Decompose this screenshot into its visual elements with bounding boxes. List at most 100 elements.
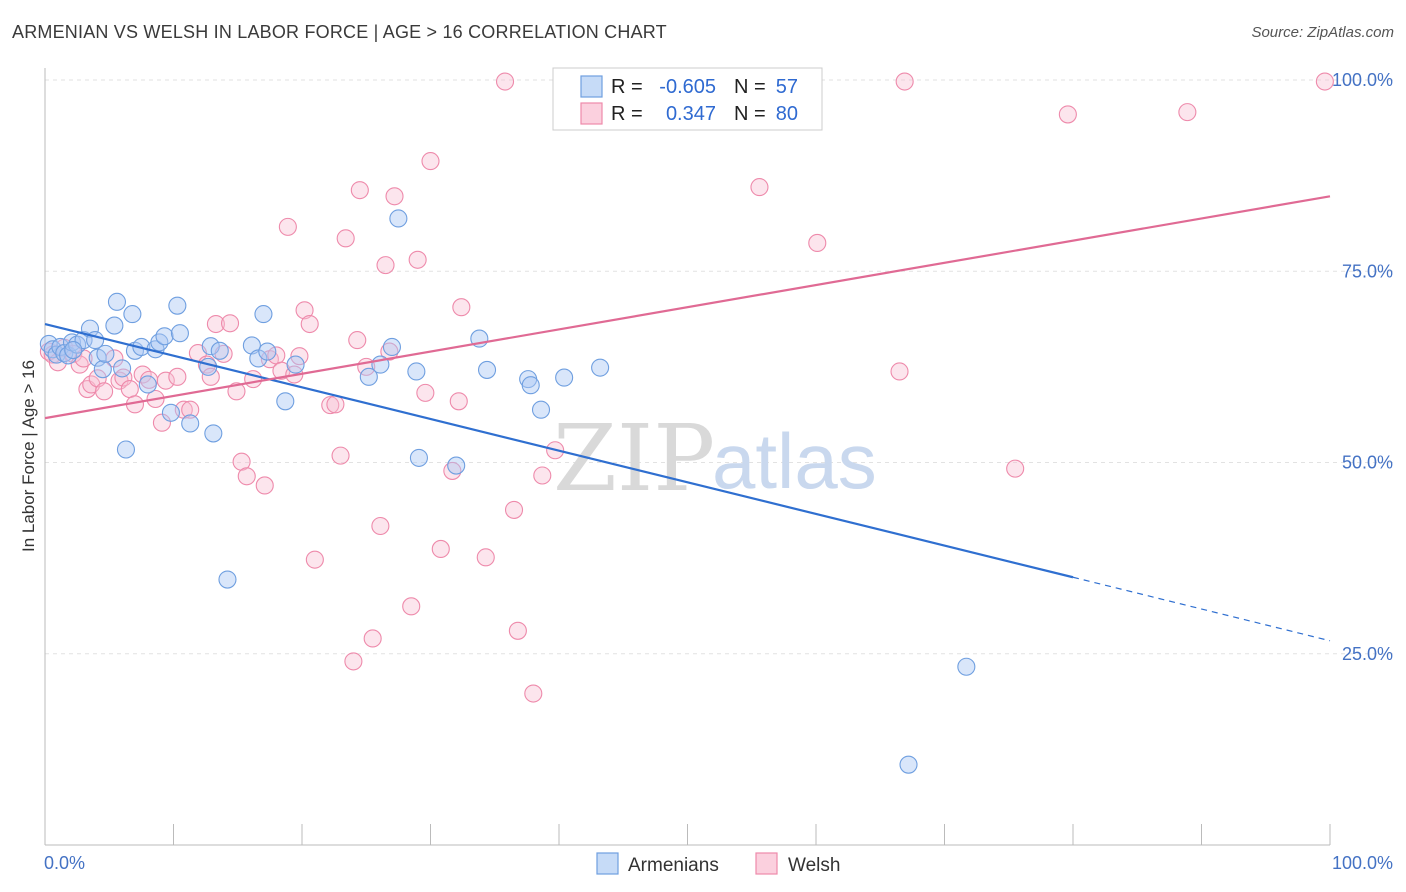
armenian-point-14 xyxy=(105,316,124,335)
welsh-n-label: N = xyxy=(734,103,766,125)
armenian-point-9 xyxy=(80,319,100,338)
y-tick-labels: 25.0% 50.0% 75.0% 100.0% xyxy=(1332,70,1393,664)
armenian-point-29 xyxy=(199,357,218,376)
armenian-point-30 xyxy=(201,337,220,356)
chart-source: Source: ZipAtlas.com xyxy=(1251,24,1394,41)
armenian-point-55 xyxy=(957,657,976,676)
welsh-point-47 xyxy=(336,229,355,248)
welsh-point-63 xyxy=(452,298,471,317)
welsh-point-13 xyxy=(114,368,133,387)
welsh-point-79 xyxy=(1178,103,1197,122)
armenians-series-swatch xyxy=(596,852,619,875)
welsh-point-71 xyxy=(495,72,515,91)
armenian-point-46 xyxy=(447,456,466,475)
welsh-series-swatch xyxy=(755,852,778,875)
welsh-series-label: Welsh xyxy=(788,855,840,876)
grid-lines xyxy=(45,79,1393,655)
armenian-point-17 xyxy=(116,440,136,459)
armenians-r-value: -0.605 xyxy=(659,76,716,98)
armenian-points xyxy=(39,209,976,774)
armenians-trend-line xyxy=(44,322,1074,579)
welsh-point-21 xyxy=(168,367,187,386)
welsh-point-20 xyxy=(156,371,175,390)
welsh-point-68 xyxy=(524,684,543,703)
welsh-point-10 xyxy=(95,382,114,401)
welsh-point-70 xyxy=(533,466,552,485)
watermark-zip: ZIP xyxy=(553,405,715,512)
chart-title: ARMENIAN VS WELSH IN LABOR FORCE | AGE >… xyxy=(12,22,667,42)
welsh-trend-line xyxy=(44,195,1331,420)
welsh-point-50 xyxy=(350,181,369,200)
x-tick-label-max: 100.0% xyxy=(1332,853,1393,873)
welsh-point-57 xyxy=(402,597,421,616)
watermark-atlas: atlas xyxy=(712,417,877,505)
welsh-n-value: 80 xyxy=(776,103,798,125)
armenian-point-25 xyxy=(161,403,180,422)
welsh-point-73 xyxy=(750,178,769,197)
armenian-point-36 xyxy=(254,305,273,324)
welsh-point-48 xyxy=(344,652,363,671)
welsh-point-23 xyxy=(181,400,200,419)
armenians-r-label: R = xyxy=(611,76,643,98)
armenian-point-44 xyxy=(407,362,426,381)
armenian-point-52 xyxy=(555,368,574,387)
y-tick-label-100: 100.0% xyxy=(1332,70,1393,90)
x-tick-label-min: 0.0% xyxy=(44,853,85,873)
armenian-point-33 xyxy=(218,570,237,589)
welsh-point-58 xyxy=(408,250,427,269)
armenian-point-26 xyxy=(168,296,187,315)
welsh-point-52 xyxy=(363,629,382,648)
armenian-point-56 xyxy=(64,340,83,360)
welsh-point-29 xyxy=(220,314,240,333)
welsh-point-34 xyxy=(255,476,274,495)
armenian-point-16 xyxy=(113,359,132,378)
welsh-point-31 xyxy=(232,452,251,471)
stats-legend: R = -0.605 N = 57 R = 0.347 N = 80 xyxy=(552,67,823,131)
armenian-point-18 xyxy=(123,305,142,324)
armenian-point-39 xyxy=(286,355,305,374)
armenian-point-37 xyxy=(258,342,277,361)
welsh-point-43 xyxy=(305,550,324,569)
y-tick-label-50: 50.0% xyxy=(1342,453,1393,473)
armenian-point-50 xyxy=(521,376,540,395)
armenians-series-label: Armenians xyxy=(628,855,719,876)
welsh-point-19 xyxy=(152,413,171,432)
welsh-point-54 xyxy=(376,256,395,275)
armenian-point-51 xyxy=(531,400,551,419)
welsh-r-value: 0.347 xyxy=(666,103,716,125)
welsh-point-41 xyxy=(295,301,314,320)
armenians-n-value: 57 xyxy=(776,76,798,98)
welsh-r-label: R = xyxy=(611,103,643,125)
welsh-point-75 xyxy=(890,362,909,381)
welsh-point-65 xyxy=(476,548,495,567)
welsh-legend-swatch xyxy=(580,102,603,125)
armenian-point-43 xyxy=(389,209,408,228)
armenian-point-38 xyxy=(276,392,295,411)
welsh-point-78 xyxy=(1058,105,1077,124)
armenian-point-45 xyxy=(409,448,428,467)
armenian-point-40 xyxy=(359,367,378,386)
armenian-point-35 xyxy=(249,349,268,368)
welsh-point-27 xyxy=(206,314,225,334)
watermark: ZIP atlas xyxy=(553,405,877,512)
welsh-point-76 xyxy=(895,72,914,91)
armenian-point-32 xyxy=(210,341,229,360)
armenians-legend-swatch xyxy=(580,75,603,98)
welsh-point-67 xyxy=(508,621,527,640)
y-tick-label-75: 75.0% xyxy=(1342,261,1393,281)
armenian-point-54 xyxy=(899,755,918,774)
welsh-point-61 xyxy=(431,539,450,558)
armenian-point-27 xyxy=(170,324,189,343)
armenian-point-13 xyxy=(96,344,115,363)
trend-lines xyxy=(44,195,1331,642)
armenians-n-label: N = xyxy=(734,76,766,98)
armenian-point-21 xyxy=(138,375,157,394)
welsh-point-40 xyxy=(290,347,309,366)
y-axis-label: In Labor Force | Age > 16 xyxy=(19,360,38,552)
x-tick-marks xyxy=(173,824,1331,845)
welsh-point-59 xyxy=(416,383,435,402)
welsh-point-74 xyxy=(808,233,827,252)
welsh-point-38 xyxy=(278,217,297,236)
welsh-point-49 xyxy=(348,331,367,350)
